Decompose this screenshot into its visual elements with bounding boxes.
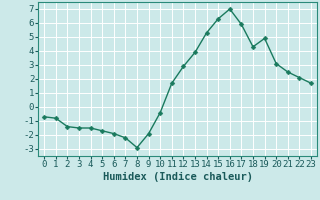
X-axis label: Humidex (Indice chaleur): Humidex (Indice chaleur) — [103, 172, 252, 182]
